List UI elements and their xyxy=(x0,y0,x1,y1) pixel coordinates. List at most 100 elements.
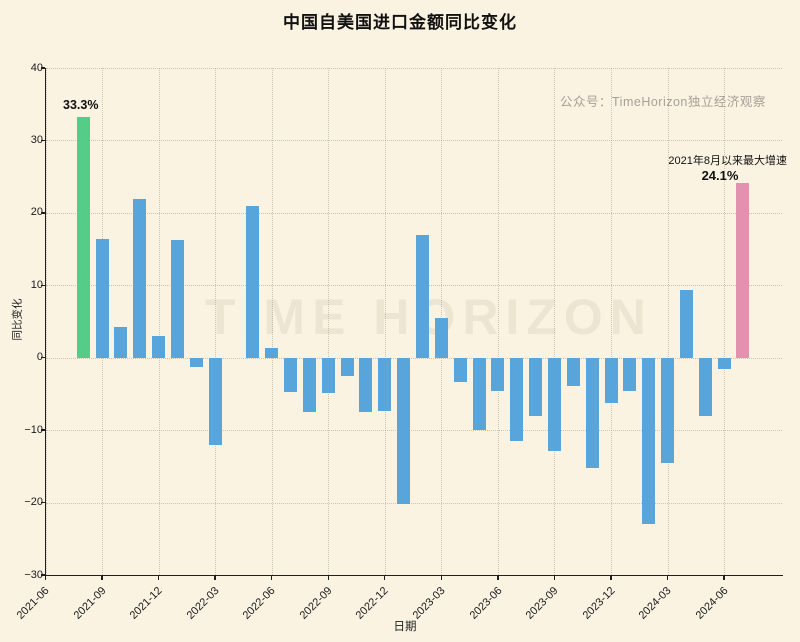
bar-2023-07 xyxy=(510,357,524,441)
bar-2023-08 xyxy=(529,357,543,417)
y-tick xyxy=(40,212,45,214)
x-axis-title: 日期 xyxy=(393,621,417,633)
v-gridline xyxy=(158,68,161,575)
x-tick-label: 2021-06 xyxy=(14,584,52,622)
x-tick xyxy=(214,576,216,580)
x-tick-label: 2022-12 xyxy=(354,584,392,622)
h-gridline xyxy=(45,502,782,505)
y-tick-label: −20 xyxy=(24,496,43,509)
x-tick-label: 2024-06 xyxy=(693,584,731,622)
bar-2023-06 xyxy=(491,357,505,392)
v-gridline xyxy=(724,68,726,575)
y-tick xyxy=(40,501,45,504)
y-tick xyxy=(40,284,45,286)
bar-2024-03 xyxy=(661,357,675,463)
v-gridline xyxy=(667,68,670,575)
x-tick-label: 2023-12 xyxy=(580,584,618,622)
x-tick xyxy=(101,576,103,580)
y-tick-label: 20 xyxy=(30,206,43,219)
v-gridline xyxy=(271,68,274,575)
bar-2021-08 xyxy=(76,116,90,358)
bar-2022-05 xyxy=(246,205,260,358)
bar-2021-12 xyxy=(152,335,166,358)
bar-2023-05 xyxy=(472,357,486,431)
bar-2023-12 xyxy=(604,357,618,404)
bar-2024-01 xyxy=(623,357,637,392)
bar-2022-11 xyxy=(359,357,373,413)
x-tick-label: 2023-09 xyxy=(523,584,561,622)
x-tick-label: 2024-03 xyxy=(636,584,674,622)
bar-2023-09 xyxy=(547,357,561,452)
bar-2022-02 xyxy=(189,357,203,368)
x-tick xyxy=(327,576,329,580)
x-tick xyxy=(723,576,725,580)
first-bar-value-label: 33.3% xyxy=(63,98,99,112)
v-gridline xyxy=(611,68,613,575)
y-tick-label: 10 xyxy=(30,278,43,291)
v-gridline xyxy=(328,68,330,575)
chart-title: 中国自美国进口金额同比变化 xyxy=(283,13,517,32)
x-tick xyxy=(271,576,273,580)
bar-2023-03 xyxy=(434,317,448,358)
x-tick-label: 2023-03 xyxy=(410,584,448,622)
bar-2022-08 xyxy=(302,357,316,413)
x-tick-label: 2022-03 xyxy=(184,584,222,622)
bar-2023-10 xyxy=(566,357,580,386)
bar-2024-02 xyxy=(642,357,656,524)
x-tick xyxy=(384,576,386,580)
h-gridline xyxy=(45,212,782,215)
last-bar-annotation: 2021年8月以来最大增速 xyxy=(668,155,787,167)
x-tick-label: 2022-06 xyxy=(240,584,278,622)
y-tick xyxy=(40,67,45,69)
v-gridline xyxy=(45,68,48,575)
bar-2023-11 xyxy=(585,357,599,468)
bar-2024-07 xyxy=(736,183,750,358)
bar-2023-04 xyxy=(453,357,467,382)
y-axis-title: 同比变化 xyxy=(11,298,24,341)
v-gridline xyxy=(384,68,387,575)
bar-2022-09 xyxy=(321,357,335,394)
bar-2022-03 xyxy=(208,357,222,445)
y-tick-label: −10 xyxy=(24,423,43,436)
bar-2024-06 xyxy=(717,357,731,370)
x-tick xyxy=(157,576,160,580)
bar-2024-04 xyxy=(679,290,693,358)
x-tick xyxy=(610,576,612,580)
y-tick-label: 30 xyxy=(30,133,43,146)
h-gridline xyxy=(45,68,782,70)
bar-2021-09 xyxy=(95,238,109,358)
v-gridline xyxy=(215,68,217,575)
account-watermark: 公众号：TimeHorizon独立经济观察 xyxy=(560,95,766,109)
x-tick-label: 2022-09 xyxy=(297,584,335,622)
x-tick xyxy=(553,576,556,580)
y-tick xyxy=(40,429,45,431)
v-gridline xyxy=(554,68,556,575)
x-tick-label: 2021-12 xyxy=(127,584,165,622)
x-tick-label: 2023-06 xyxy=(467,584,505,622)
y-tick-label: 0 xyxy=(13,351,43,363)
bar-2023-01 xyxy=(397,357,411,504)
y-axis-spine xyxy=(44,68,46,576)
h-gridline xyxy=(45,140,782,142)
h-gridline xyxy=(45,285,782,287)
v-gridline xyxy=(497,68,500,575)
last-bar-value-label: 24.1% xyxy=(701,168,739,183)
bar-2022-10 xyxy=(340,357,354,376)
bar-2022-12 xyxy=(378,357,392,412)
bar-2024-05 xyxy=(698,357,712,416)
x-tick xyxy=(497,576,499,580)
y-tick xyxy=(40,574,45,576)
y-tick xyxy=(40,139,45,142)
x-tick xyxy=(666,576,669,580)
y-tick-label: 40 xyxy=(30,61,43,74)
bar-2021-10 xyxy=(114,326,128,358)
y-tick xyxy=(40,357,45,359)
x-tick-label: 2021-09 xyxy=(71,584,109,622)
bar-2023-02 xyxy=(416,234,429,358)
bar-2021-11 xyxy=(133,199,147,358)
bar-2022-07 xyxy=(284,357,298,393)
bar-2022-06 xyxy=(265,347,279,358)
y-tick-label: −30 xyxy=(24,568,43,581)
